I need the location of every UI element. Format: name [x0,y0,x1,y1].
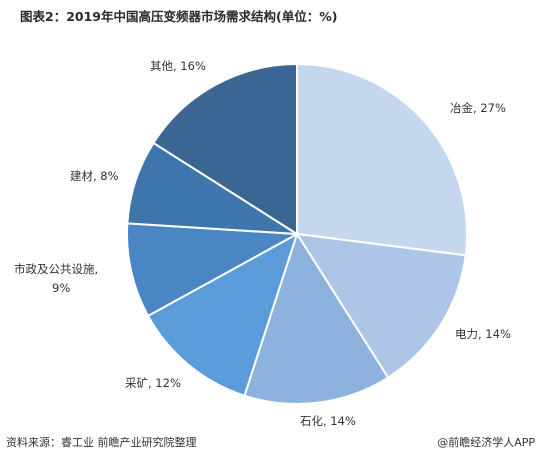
pie-slice-0 [296,62,469,257]
slice-label-power: 电力, 14% [455,327,511,341]
slice-label-mining: 采矿, 12% [125,376,181,390]
pie-slice-6 [152,62,298,236]
slice-label-municipal-line2: 9% [52,281,70,295]
pie-slice-1 [295,232,467,379]
slice-labels: 冶金, 27% 电力, 14% 石化, 14% 采矿, 12% 市政及公共设施,… [14,59,511,428]
slice-label-other: 其他, 16% [150,59,206,73]
source-note: 资料来源：睿工业 前瞻产业研究院整理 [6,436,197,449]
slice-label-building-materials: 建材, 8% [70,169,119,183]
slice-label-metallurgy: 冶金, 27% [450,101,506,115]
pie-slices [126,62,469,406]
brand-credit: @前瞻经济学人APP [437,436,535,449]
slice-label-petrochemical: 石化, 14% [300,414,356,428]
pie-slice-4 [126,222,301,318]
slice-label-municipal-line1: 市政及公共设施, [14,262,98,276]
chart-title: 图表2：2019年中国高压变频器市场需求结构(单位：%) [20,9,338,24]
pie-slice-3 [146,231,299,397]
pie-slice-2 [243,231,390,406]
